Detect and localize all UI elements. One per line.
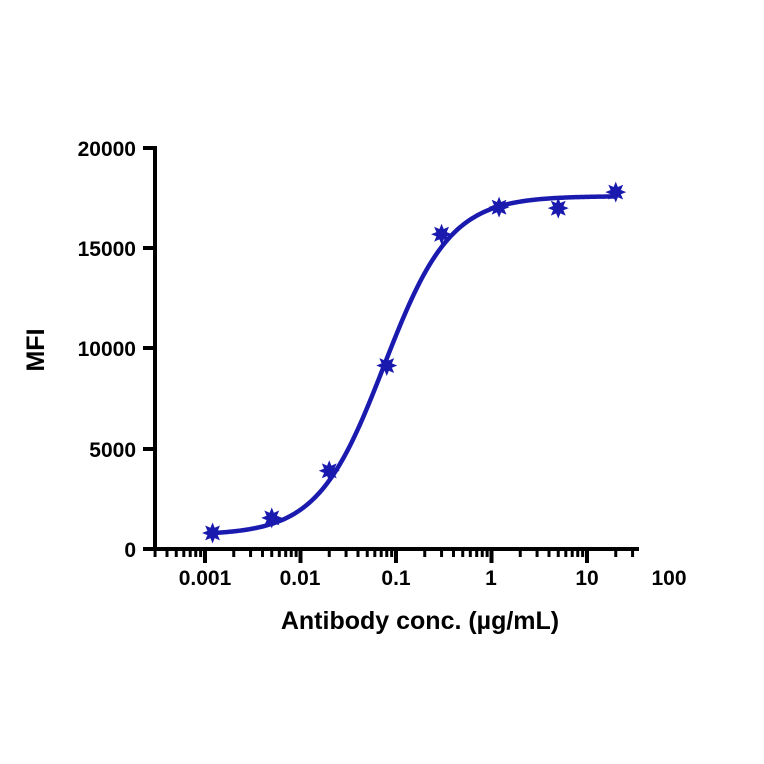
data-point-core	[553, 202, 564, 214]
y-tick-label-20000: 20000	[78, 138, 136, 161]
data-point-core	[436, 229, 447, 240]
data-point	[605, 181, 627, 203]
data-point	[318, 460, 340, 482]
x-axis-title: Antibody conc. (µg/mL)	[281, 607, 559, 635]
data-point-core	[381, 360, 392, 371]
data-point-group	[202, 181, 627, 544]
y-tick-label-15000: 15000	[78, 238, 136, 261]
data-point	[202, 522, 224, 544]
data-point-core	[493, 201, 505, 213]
data-point-core	[207, 527, 218, 539]
data-point-core	[610, 186, 621, 198]
y-tick-label-5000: 5000	[89, 439, 136, 462]
x-tick-label-0.1: 0.1	[381, 567, 411, 590]
y-tick-label-10000: 10000	[78, 338, 136, 361]
data-point-core	[324, 465, 335, 477]
data-point	[488, 196, 510, 218]
x-axis-ticks	[153, 549, 635, 563]
y-tick-label-0: 0	[124, 539, 136, 562]
x-tick-label-100: 100	[651, 567, 686, 590]
x-tick-label-0.01: 0.01	[280, 567, 321, 590]
y-axis-title: MFI	[22, 328, 50, 371]
data-point	[431, 223, 453, 245]
data-point	[547, 197, 569, 219]
y-axis-tick-labels: 20000 15000 10000 5000 0	[78, 138, 136, 562]
fit-curve	[210, 194, 618, 536]
x-tick-label-10: 10	[575, 567, 598, 590]
x-axis-tick-labels: 0.001 0.01 0.1 1 10 100	[179, 567, 687, 590]
y-axis-ticks	[143, 146, 155, 551]
x-tick-label-0.001: 0.001	[179, 567, 232, 590]
data-point	[261, 507, 283, 529]
data-point-core	[266, 512, 277, 524]
data-point	[376, 355, 398, 377]
x-tick-label-1: 1	[485, 567, 497, 590]
